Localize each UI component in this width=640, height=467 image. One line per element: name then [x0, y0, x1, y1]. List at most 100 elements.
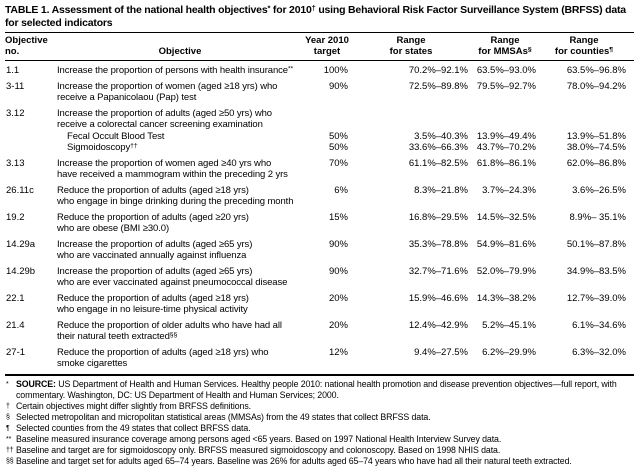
cell-target: 90%	[328, 238, 348, 250]
cell-range-mmsas: 63.5%–93.0%	[476, 65, 536, 76]
cell-objective: Reduce the proportion of older adults wh…	[57, 319, 282, 343]
table-row-group: 22.1 Reduce the proportion of adults (age…	[5, 293, 634, 316]
cell-objective: Fecal Occult Blood Test	[67, 130, 165, 142]
table-row-group: 1.1 Increase the proportion of persons wi…	[5, 65, 634, 77]
table-subrow: Fecal Occult Blood Test 50% 3.5%–40.3% 13.9…	[5, 131, 634, 143]
cell-range-counties: 62.0%–86.8%	[566, 157, 626, 169]
footnote-reference: *	[267, 3, 271, 13]
cell-range-mmsas: 14.5%–32.5%	[476, 211, 536, 223]
table-row-group: 26.11c Reduce the proportion of adults (a…	[5, 185, 634, 208]
footnote-marker: *	[6, 380, 9, 388]
cell-objective: Increase the proportion of adults (aged …	[57, 265, 288, 289]
cell-target: 20%	[328, 292, 348, 304]
col-header-range-states: Range for states	[389, 35, 433, 57]
table-row: 14.29a Increase the proportion of adults …	[5, 239, 634, 262]
rule-above-footnotes	[5, 373, 634, 376]
table-row: 22.1 Reduce the proportion of adults (age…	[5, 293, 634, 316]
rule-under-title	[5, 32, 634, 33]
footnote-marker: ¶	[6, 424, 10, 432]
cell-objective-no: 26.11c	[6, 184, 34, 196]
table-subrow: Sigmoidoscopy†† 50% 33.6%–66.3% 43.7%–70.2%…	[5, 142, 634, 154]
cell-objective: Reduce the proportion of adults (aged ≥2…	[57, 211, 249, 235]
rule-under-header	[5, 60, 634, 61]
table-row: 27-1 Reduce the proportion of adults (age…	[5, 347, 634, 370]
cell-target: 90%	[328, 80, 348, 92]
cell-range-counties: 34.9%–83.5%	[566, 265, 626, 277]
table-row-group: 21.4 Reduce the proportion of older adult…	[5, 320, 634, 343]
cell-objective: Reduce the proportion of adults (aged ≥1…	[57, 346, 269, 370]
cell-target: 12%	[328, 346, 348, 358]
cell-target: 50%	[328, 142, 348, 153]
cell-range-counties: 6.3%–32.0%	[572, 346, 626, 358]
cell-range-states: 61.1%–82.5%	[408, 157, 468, 169]
cell-objective-no: 19.2	[6, 211, 25, 223]
cell-objective-no: 3.13	[6, 157, 25, 169]
footnote-reference: ¶	[609, 46, 614, 54]
cell-range-counties: 78.0%–94.2%	[566, 80, 626, 92]
col-header-objective: Objective	[158, 45, 202, 57]
cell-range-counties: 6.1%–34.6%	[572, 319, 626, 331]
footnote-reference: §	[527, 46, 532, 54]
cell-range-states: 12.4%–42.9%	[408, 319, 468, 331]
cell-range-counties: 63.5%–96.8%	[566, 65, 626, 76]
cell-range-states: 16.8%–29.5%	[408, 211, 468, 223]
table-row-group: 3.13 Increase the proportion of women age…	[5, 158, 634, 181]
table-title: TABLE 1. Assessment of the national heal…	[5, 3, 626, 29]
footnote: * SOURCE: US Department of Health and Hum…	[6, 378, 617, 400]
cell-range-states: 9.4%–27.5%	[414, 346, 468, 358]
footnote: ¶ Selected counties from the 49 states th…	[6, 422, 251, 433]
cell-range-mmsas: 3.7%–24.3%	[482, 184, 536, 196]
cell-range-counties: 38.0%–74.5%	[566, 142, 626, 153]
cell-range-mmsas: 5.2%–45.1%	[482, 319, 536, 331]
cell-objective: Sigmoidoscopy††	[67, 142, 138, 153]
cell-objective-no: 3-11	[6, 80, 25, 92]
cell-range-mmsas: 79.5%–92.7%	[476, 80, 536, 92]
table-row: 21.4 Reduce the proportion of older adult…	[5, 320, 634, 343]
footnote-reference: ††	[130, 142, 138, 150]
footnote-marker: †	[6, 402, 10, 410]
cell-range-states: 3.5%–40.3%	[414, 130, 468, 142]
table-row: 14.29b Increase the proportion of adults …	[5, 266, 634, 289]
col-header-range-mmsas: Range for MMSAs§	[478, 35, 532, 57]
cell-objective: Increase the proportion of persons with …	[57, 65, 294, 76]
cell-range-states: 15.9%–46.6%	[408, 292, 468, 304]
footnote: † Certain objectives might differ slightl…	[6, 400, 251, 411]
footnotes: * SOURCE: US Department of Health and Hum…	[5, 376, 634, 467]
table-row: 3.13 Increase the proportion of women age…	[5, 158, 634, 181]
cell-range-states: 33.6%–66.3%	[408, 142, 468, 153]
cell-objective-no: 14.29b	[6, 265, 36, 277]
cell-range-states: 8.3%–21.8%	[414, 184, 468, 196]
cell-range-mmsas: 14.3%–38.2%	[476, 292, 536, 304]
cell-range-counties: 3.6%–26.5%	[572, 184, 626, 196]
cell-range-states: 70.2%–92.1%	[408, 65, 468, 76]
footnote-reference: **	[288, 65, 294, 73]
table-row: 3-11 Increase the proportion of women (ag…	[5, 81, 634, 104]
cell-objective: Reduce the proportion of adults (aged ≥1…	[57, 292, 249, 316]
cell-range-mmsas: 54.9%–81.6%	[476, 238, 536, 250]
cell-objective-no: 1.1	[6, 65, 20, 76]
col-header-target: Year 2010 target	[305, 35, 349, 57]
cell-range-mmsas: 43.7%–70.2%	[476, 142, 536, 153]
col-header-objective-no: Objective no.	[5, 35, 48, 57]
footnote: ** Baseline measured insurance coverage a…	[6, 433, 502, 444]
cell-range-mmsas: 6.2%–29.9%	[482, 346, 536, 358]
cell-range-states: 35.3%–78.8%	[408, 238, 468, 250]
cell-target: 50%	[328, 130, 348, 142]
col-header-range-counties: Range for counties¶	[554, 35, 614, 57]
footnote-marker: ††	[6, 446, 14, 454]
cell-target: 100%	[323, 65, 348, 76]
table-row-group: 3.12 Increase the proportion of adults (a…	[5, 108, 634, 154]
footnote-reference: †	[311, 3, 316, 13]
footnote-reference: §§	[169, 331, 178, 339]
cell-target: 15%	[328, 211, 348, 223]
cell-objective: Increase the proportion of women aged ≥4…	[57, 157, 288, 181]
cell-objective-no: 21.4	[6, 319, 25, 331]
footnote: §§ Baseline and target set for adults age…	[6, 455, 572, 466]
footnote: †† Baseline and target are for sigmoidosc…	[6, 444, 501, 455]
cell-objective-no: 27-1	[6, 346, 26, 358]
cell-target: 90%	[328, 265, 348, 277]
table-row-group: 3-11 Increase the proportion of women (ag…	[5, 81, 634, 104]
table-row: 1.1 Increase the proportion of persons wi…	[5, 65, 634, 77]
table-row-group: 14.29b Increase the proportion of adults …	[5, 266, 634, 289]
